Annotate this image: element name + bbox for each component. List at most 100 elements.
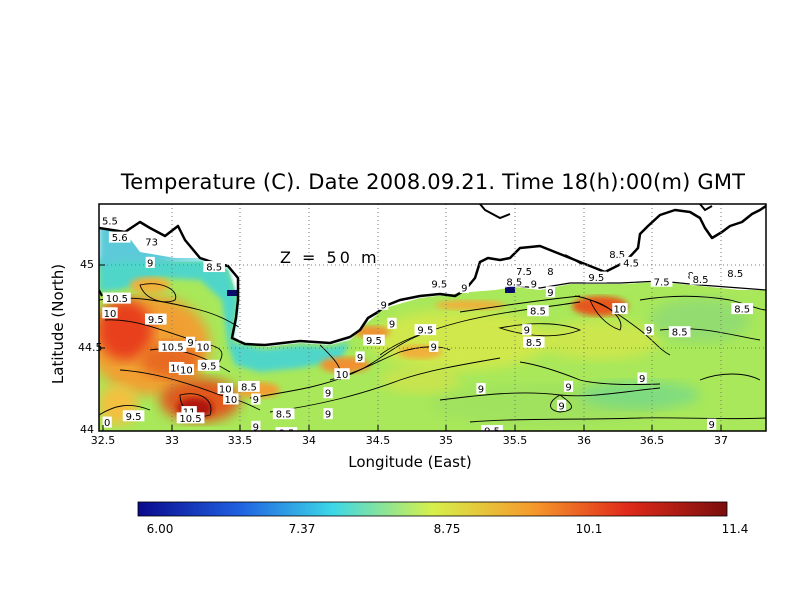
contour-label-text: 9 <box>478 384 484 395</box>
chart-title: Temperature (C). Date 2008.09.21. Time 1… <box>120 170 746 194</box>
y-axis-label: Latitude (North) <box>49 263 67 385</box>
contour-label: 73 <box>143 235 160 248</box>
contour-label: 9.5 <box>428 277 451 290</box>
contour-label: 9.5 <box>122 410 145 423</box>
contour-label-text: 10 <box>197 342 210 353</box>
contour-label: 9 <box>637 372 647 385</box>
contour-label: 9 <box>563 380 574 393</box>
contour-label-text: 0 <box>104 418 110 429</box>
contour-label: 10 <box>223 393 239 406</box>
contour-label: 8 <box>545 265 556 278</box>
colorbar <box>137 501 728 517</box>
contour-label: 8.5 <box>724 267 747 280</box>
contour-label: 7.5 <box>513 265 535 278</box>
contour-label-text: 9 <box>565 382 571 393</box>
contour-label: 9 <box>251 420 261 433</box>
contour-label: 9 <box>707 418 717 431</box>
contour-label: 8.5 <box>689 273 712 286</box>
colorbar-label: 6.00 <box>146 522 174 536</box>
contour-label-text: 9.5 <box>417 326 433 337</box>
contour-label: 9 <box>355 351 365 364</box>
contour-label-text: 9.5 <box>126 412 142 423</box>
contour-label: 9 <box>556 399 567 412</box>
contour-label-text: 8.5 <box>672 328 688 339</box>
contour-label-text: 9 <box>357 353 363 364</box>
contour-label: 10 <box>195 340 211 353</box>
contour-label-text: 4.5 <box>623 258 639 269</box>
contour-label-text: 10.5 <box>179 414 201 425</box>
contour-label-text: 10 <box>104 309 117 320</box>
contour-label-text: 9.5 <box>484 427 500 438</box>
contour-label-text: 9 <box>325 410 331 421</box>
contour-label: 9.5 <box>481 425 503 438</box>
contour-label: 9 <box>545 286 556 299</box>
contour-label: 10 <box>334 368 350 381</box>
contour-label: 0 <box>102 416 112 429</box>
x-tick-label: 36.5 <box>639 434 665 447</box>
colorbar-label: 7.37 <box>288 522 316 536</box>
contour-label-text: 9 <box>461 284 467 295</box>
contour-label: 9 <box>379 298 389 311</box>
contour-label: 9 <box>387 317 397 330</box>
contour-label: 8.5 <box>272 408 295 421</box>
y-tick-label: 44.5 <box>78 341 103 354</box>
contour-label: 9 <box>323 387 333 400</box>
contour-label: 4.5 <box>620 256 642 269</box>
contour-label-text: 10.5 <box>161 342 183 353</box>
contour-label: 5.5 <box>99 214 121 227</box>
contour-label-text: 9 <box>708 420 714 431</box>
contour-label-text: 9 <box>253 422 259 433</box>
x-tick-label: 37 <box>714 434 728 447</box>
tick-marks <box>99 264 722 431</box>
x-tick-label: 35 <box>439 434 453 447</box>
contour-label-text: 9.5 <box>201 361 217 372</box>
contour-label: 10 <box>217 382 233 395</box>
contour-label-text: 7.5 <box>516 267 532 278</box>
contour-label-text: 8.5 <box>526 338 542 349</box>
x-tick-label: 33.5 <box>227 434 253 447</box>
contour-label-text: 8.5 <box>530 307 546 318</box>
contour-label: 10.5 <box>176 412 205 425</box>
contour-label: 10 <box>102 307 118 320</box>
contour-label-text: 8.5 <box>276 410 292 421</box>
y-tick-label: 45 <box>80 258 94 271</box>
contour-label-text: 9 <box>325 389 331 400</box>
contour-label: 9.5 <box>414 324 437 337</box>
contour-label: 8.5 <box>606 248 628 261</box>
x-tick-label: 36 <box>577 434 591 447</box>
contour-label-text: 8.5 <box>241 382 257 393</box>
contour-label-text: 9 <box>547 288 553 299</box>
contour-label: 9 <box>529 277 539 290</box>
contour-label-text: 10 <box>219 384 232 395</box>
contour-label-text: 10 <box>224 395 237 406</box>
contour-label: 9 <box>476 382 486 395</box>
x-tick-label: 34 <box>302 434 316 447</box>
contour-label: 10.5 <box>102 292 131 305</box>
contour-label: 9 <box>323 408 333 421</box>
contour-label: 7.5 <box>650 275 673 288</box>
contour-label-text: 9.5 <box>588 273 604 284</box>
contour-label-text: 7.5 <box>654 277 670 288</box>
contour-label-text: 9 <box>381 300 387 311</box>
contour-label: 8.5 <box>731 303 754 316</box>
contour-label: 8.5 <box>668 326 691 339</box>
contour-label: 5.6 <box>108 231 131 244</box>
contour-label: 8.5 <box>527 305 549 318</box>
contour-label: 9.5 <box>585 271 608 284</box>
contour-label: 8.5 <box>275 427 298 431</box>
depth-label: Z = 50 m <box>280 248 380 267</box>
plot-frame <box>98 203 767 432</box>
colorbar-label: 10.1 <box>575 522 603 536</box>
contour-label-text: 9 <box>253 395 259 406</box>
contour-label: 8.5 <box>203 261 225 274</box>
contour-label: 8.5 <box>522 336 545 349</box>
contour-label-text: 9 <box>639 374 645 385</box>
contour-label-text: 9.5 <box>366 336 382 347</box>
contour-label: 9.5 <box>145 313 167 326</box>
contour-label-text: 10 <box>180 366 193 377</box>
contour-label-text: 8.5 <box>693 275 709 286</box>
contour-label-text: 8 <box>547 267 553 278</box>
